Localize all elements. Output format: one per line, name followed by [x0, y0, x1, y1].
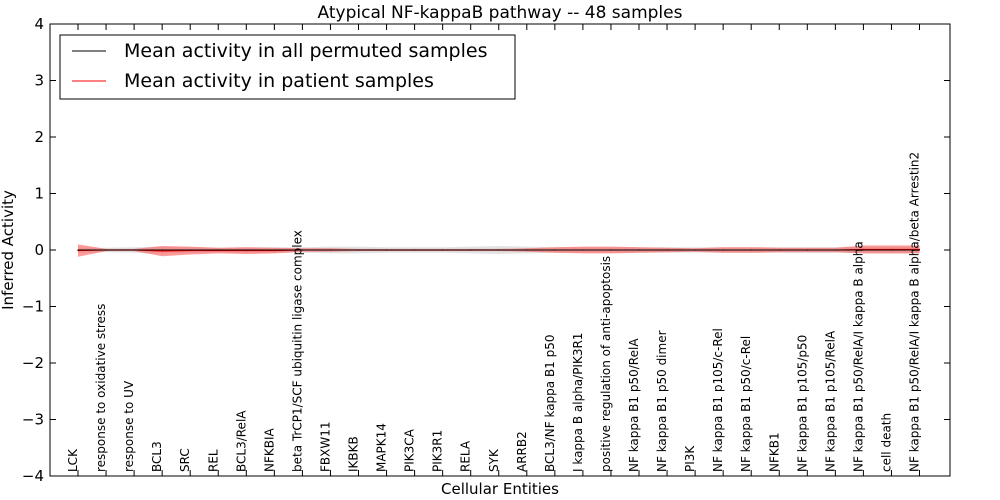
y-axis-label: Inferred Activity — [0, 190, 17, 310]
y-tick-label: −2 — [22, 354, 44, 372]
y-tick-label: 4 — [34, 15, 44, 33]
x-tick-label: PIK3R1 — [431, 430, 445, 472]
data-point-permuted — [638, 249, 640, 251]
x-tick-label: REL — [206, 449, 220, 472]
x-tick-label: BCL3 — [150, 441, 164, 472]
data-point-permuted — [301, 249, 303, 251]
data-point-permuted — [890, 249, 893, 251]
x-tick-label: response to UV — [122, 380, 136, 472]
data-point-permuted — [834, 249, 837, 251]
x-axis-label: Cellular Entities — [441, 480, 559, 498]
x-tick-label: NFKB1 — [767, 432, 781, 472]
data-point-permuted — [217, 249, 219, 251]
x-tick-label: SYK — [487, 448, 501, 472]
series-lines — [77, 248, 921, 252]
data-point-permuted — [442, 249, 444, 251]
x-tick-label: positive regulation of anti-apoptosis — [599, 256, 613, 472]
data-point-permuted — [722, 249, 724, 251]
x-tick-label: SRC — [178, 448, 192, 472]
data-point-permuted — [189, 249, 191, 251]
x-tick-label: PIK3CA — [403, 428, 417, 472]
data-point-permuted — [694, 249, 696, 251]
data-point-permuted — [245, 249, 247, 251]
x-tick-label: response to oxidative stress — [94, 304, 108, 472]
data-point-permuted — [329, 249, 332, 251]
legend-label-patient: Mean activity in patient samples — [124, 70, 434, 92]
x-tick-label: PI3K — [683, 445, 697, 472]
data-point-permuted — [161, 249, 163, 251]
x-tick-label: I kappa B alpha/PIK3R1 — [571, 333, 585, 472]
data-point-permuted — [554, 249, 556, 251]
data-point-permuted — [778, 249, 780, 251]
x-tick-label: beta TrCP1/SCF ubiquitin ligase complex — [290, 230, 304, 472]
y-tick-label: 2 — [34, 128, 44, 146]
data-point-permuted — [918, 249, 921, 251]
x-tick-label: NF kappa B1 p105/RelA — [823, 330, 837, 472]
x-tick-label: NF kappa B1 p105/p50 — [795, 335, 809, 472]
x-tick-label: BCL3/RelA — [234, 410, 248, 472]
band-patient — [78, 244, 920, 257]
x-tick-label: NF kappa B1 p50/RelA/I kappa B alpha/bet… — [908, 152, 922, 472]
x-tick-label: FBXW11 — [318, 422, 332, 473]
y-axis: −4 −3 −2 −1 0 1 2 3 4 — [22, 15, 950, 485]
x-tick-label: RELA — [459, 440, 473, 472]
x-tick-label: NF kappa B1 p50/RelA/I kappa B alpha — [851, 241, 865, 472]
data-point-permuted — [750, 249, 752, 251]
data-point-permuted — [582, 249, 584, 251]
data-point-permuted — [386, 249, 388, 251]
data-point-permuted — [273, 249, 275, 251]
x-tick-label: MAPK14 — [375, 423, 389, 472]
data-point-permuted — [470, 249, 472, 251]
legend-label-permuted: Mean activity in all permuted samples — [124, 40, 487, 62]
data-point-permuted — [357, 249, 360, 251]
y-tick-label: 3 — [34, 72, 44, 90]
y-tick-label: −4 — [22, 467, 44, 485]
legend: Mean activity in all permuted samples Me… — [59, 34, 516, 100]
x-axis: LCK response to oxidative stress response … — [66, 24, 922, 476]
data-point-permuted — [77, 249, 79, 251]
chart-title: Atypical NF-kappaB pathway -- 48 samples — [318, 3, 683, 23]
data-point-permuted — [610, 249, 612, 251]
x-tick-label: NF kappa B1 p50/RelA — [627, 338, 641, 472]
x-tick-label: NFKBIA — [262, 427, 276, 472]
data-point-permuted — [414, 249, 416, 251]
x-tick-label: NF kappa B1 p50 dimer — [655, 330, 669, 472]
x-tick-label: NF kappa B1 p105/c-Rel — [711, 328, 725, 472]
legend-box — [59, 34, 516, 100]
data-point-patient — [161, 250, 163, 252]
data-point-permuted — [133, 249, 135, 251]
y-tick-label: −3 — [22, 411, 44, 429]
y-tick-label: 0 — [34, 241, 44, 259]
x-tick-label: IKBKB — [347, 436, 361, 472]
data-point-permuted — [105, 249, 107, 251]
data-point-permuted — [862, 249, 865, 251]
x-tick-label: BCL3/NF kappa B1 p50 — [543, 334, 557, 472]
x-tick-label: LCK — [66, 448, 80, 472]
x-tick-label: NF kappa B1 p50/c-Rel — [739, 336, 753, 472]
data-point-permuted — [526, 249, 528, 251]
y-tick-label: 1 — [34, 185, 44, 203]
data-point-permuted — [666, 249, 668, 251]
x-tick-label: cell death — [879, 413, 893, 472]
y-tick-label: −1 — [22, 298, 44, 316]
x-tick-label: ARRB2 — [515, 431, 529, 472]
data-point-permuted — [498, 249, 500, 251]
data-point-permuted — [806, 249, 808, 251]
